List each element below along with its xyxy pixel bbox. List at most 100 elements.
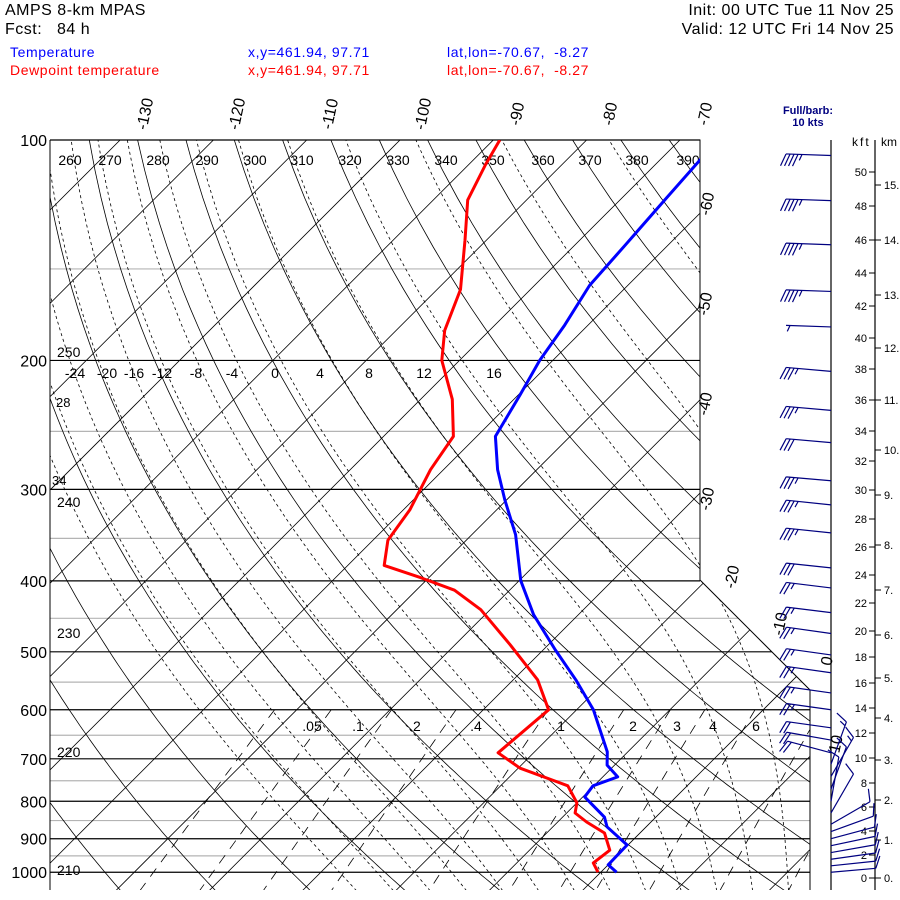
wind-barb-half bbox=[790, 649, 795, 656]
isotherm-label: -130 bbox=[134, 97, 157, 132]
wind-barb bbox=[779, 606, 832, 620]
wind-barb bbox=[830, 737, 847, 790]
wind-barb-full bbox=[875, 848, 881, 862]
isotherm bbox=[50, 140, 248, 890]
wind-barb-full bbox=[787, 477, 795, 490]
isotherm bbox=[115, 140, 810, 890]
wind-barb-staff bbox=[787, 740, 832, 754]
moist-adiabat bbox=[97, 140, 540, 890]
kft-tick-label: 22 bbox=[855, 598, 867, 610]
wind-barb-full bbox=[783, 289, 791, 303]
wind-barb-staff bbox=[830, 867, 876, 873]
wind-barb bbox=[779, 366, 832, 380]
wind-barb-full bbox=[783, 686, 791, 699]
wind-barb-full bbox=[783, 582, 791, 595]
init-time: Init: 00 UTC Tue 11 Nov 25 bbox=[688, 2, 894, 19]
wind-barb bbox=[779, 648, 832, 661]
wind-barb-full bbox=[783, 528, 791, 541]
km-tick-label: 5. bbox=[884, 673, 893, 685]
wind-barb-half bbox=[794, 501, 799, 508]
wind-barb-full bbox=[791, 199, 799, 212]
kft-tick-label: 46 bbox=[855, 235, 867, 247]
moist-adiabat-label: 4 bbox=[316, 365, 324, 381]
wind-barb-staff bbox=[786, 242, 832, 246]
wind-barb-staff bbox=[830, 844, 876, 854]
km-tick-label: 8. bbox=[884, 540, 893, 552]
wind-barb-full bbox=[779, 648, 787, 661]
wind-barb-full bbox=[787, 367, 795, 380]
wind-barb-full bbox=[783, 732, 792, 745]
wind-barb-staff bbox=[830, 721, 847, 765]
wind-barb-full bbox=[845, 726, 854, 738]
pressure-tick-label: 200 bbox=[20, 353, 47, 370]
dry-adiabat-label: 380 bbox=[625, 152, 649, 168]
wind-barb bbox=[779, 499, 832, 513]
km-tick-label: 4. bbox=[884, 713, 893, 725]
dry-adiabat-label: 290 bbox=[195, 152, 219, 168]
wind-barb-full bbox=[787, 289, 795, 303]
legend-dewpoint-label: Dewpoint temperature bbox=[10, 62, 160, 78]
mixing-ratio-label: 4 bbox=[709, 718, 717, 734]
mixing-ratio-line bbox=[428, 709, 549, 890]
kft-tick-label: 4 bbox=[861, 826, 867, 838]
moist-adiabat-label: 34 bbox=[52, 473, 66, 488]
wind-barb-full bbox=[779, 406, 787, 419]
dry-adiabat bbox=[83, 140, 596, 890]
kft-tick-label: 44 bbox=[855, 268, 867, 280]
kft-tick-label: 26 bbox=[855, 542, 867, 554]
wind-barb bbox=[779, 562, 832, 576]
wind-barb-full bbox=[779, 153, 787, 166]
isotherm-label: -20 bbox=[722, 564, 743, 590]
km-tick-label: 2. bbox=[884, 795, 893, 807]
wind-barb-half bbox=[790, 704, 795, 711]
wind-barb-staff bbox=[786, 324, 832, 328]
isotherm bbox=[50, 140, 714, 890]
wind-barb bbox=[779, 731, 832, 745]
wind-barb-full bbox=[787, 439, 795, 452]
wind-barb-staff bbox=[830, 852, 876, 860]
wind-barb-full bbox=[783, 438, 791, 451]
isotherm bbox=[302, 140, 810, 890]
wind-barb-full bbox=[783, 243, 791, 256]
isotherm-label: -30 bbox=[697, 486, 718, 512]
mixing-ratio-label: 3 bbox=[673, 718, 681, 734]
wind-barb-full bbox=[783, 367, 791, 380]
wind-barb bbox=[830, 763, 855, 814]
wind-barb-full bbox=[867, 788, 871, 802]
moist-adiabat-label: 28 bbox=[56, 395, 70, 410]
isotherm bbox=[50, 140, 341, 890]
km-tick-label: 10. bbox=[884, 445, 899, 457]
kft-tick-label: 50 bbox=[855, 167, 867, 179]
kft-tick-label: 0 bbox=[861, 873, 867, 885]
plot-boundary bbox=[50, 139, 811, 890]
kft-tick-label: 48 bbox=[855, 201, 867, 213]
wind-barb-half bbox=[790, 667, 795, 674]
dry-adiabat-label: 340 bbox=[434, 152, 458, 168]
legend-temperature-label: Temperature bbox=[10, 44, 96, 60]
pressure-tick-label: 600 bbox=[20, 703, 47, 720]
moist-adiabat-label: 0 bbox=[271, 365, 279, 381]
moist-adiabat-label: -4 bbox=[226, 365, 239, 381]
dry-adiabat-label: 310 bbox=[290, 152, 314, 168]
wind-barb-full bbox=[779, 438, 787, 451]
pressure-tick-label: 800 bbox=[20, 794, 47, 811]
wind-barb-half bbox=[794, 529, 799, 536]
plot-frame bbox=[49, 139, 876, 890]
kft-tick-label: 42 bbox=[855, 301, 867, 313]
isotherm bbox=[395, 140, 810, 890]
wind-barb bbox=[830, 855, 881, 873]
wind-barb-full bbox=[779, 606, 787, 619]
dry-adiabat-label: 320 bbox=[338, 152, 362, 168]
wind-barb-staff bbox=[786, 720, 832, 729]
wind-barb-full bbox=[787, 500, 795, 513]
wind-barb-staff bbox=[830, 815, 874, 833]
wind-barb bbox=[779, 198, 832, 212]
wind-barb-staff bbox=[830, 756, 840, 802]
km-tick-label: 1. bbox=[884, 835, 893, 847]
dry-adiabat-label: 210 bbox=[57, 862, 81, 878]
wind-barb-full bbox=[874, 840, 880, 854]
dry-adiabat-label: 250 bbox=[57, 344, 81, 360]
wind-barb-staff bbox=[786, 153, 832, 157]
dry-adiabat bbox=[50, 140, 311, 890]
moist-adiabat-label: 12 bbox=[416, 365, 432, 381]
